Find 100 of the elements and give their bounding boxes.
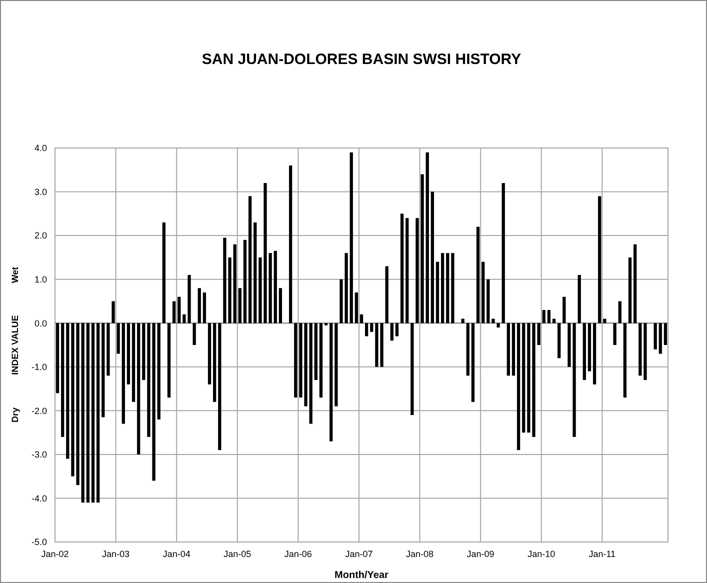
x-tick-label: Jan-07 bbox=[345, 549, 373, 559]
x-axis-title: Month/Year bbox=[334, 570, 389, 581]
bar bbox=[613, 323, 616, 345]
bar bbox=[634, 244, 637, 324]
bar bbox=[61, 323, 64, 437]
bar bbox=[350, 152, 353, 324]
bar bbox=[390, 323, 394, 341]
bar bbox=[446, 253, 450, 324]
bar bbox=[86, 323, 90, 503]
bar bbox=[516, 323, 520, 450]
y-tick-label: 2.0 bbox=[34, 230, 47, 241]
bar bbox=[623, 323, 627, 398]
bar bbox=[289, 166, 292, 324]
bar bbox=[466, 323, 470, 376]
bar bbox=[492, 318, 495, 324]
bar bbox=[370, 323, 374, 332]
bar bbox=[102, 323, 105, 418]
bar bbox=[512, 323, 516, 376]
bar bbox=[167, 323, 171, 398]
bar bbox=[213, 323, 216, 402]
bar bbox=[582, 323, 586, 380]
bar bbox=[314, 323, 318, 380]
x-tick-label: Jan-10 bbox=[528, 549, 556, 559]
bar bbox=[278, 288, 282, 324]
bar bbox=[603, 318, 606, 324]
bar bbox=[157, 323, 160, 420]
x-tick-label: Jan-11 bbox=[588, 549, 616, 559]
x-tick-label: Jan-02 bbox=[41, 549, 69, 559]
bar bbox=[248, 196, 252, 324]
bar bbox=[274, 250, 277, 324]
bar bbox=[218, 323, 222, 450]
bar bbox=[395, 323, 399, 336]
bar bbox=[461, 318, 464, 324]
bar bbox=[91, 323, 95, 503]
bar bbox=[198, 288, 201, 324]
bar bbox=[658, 323, 662, 354]
y-tick-label: 0.0 bbox=[34, 318, 47, 328]
bar bbox=[385, 266, 388, 324]
bar bbox=[192, 323, 196, 345]
bar bbox=[243, 240, 247, 324]
bar bbox=[578, 274, 581, 324]
bar bbox=[122, 323, 125, 424]
bar bbox=[116, 323, 120, 354]
bar bbox=[330, 323, 333, 442]
bar bbox=[406, 218, 409, 324]
bar bbox=[56, 323, 60, 394]
y-tick-label: 4.0 bbox=[34, 143, 47, 154]
text: Dry bbox=[10, 407, 20, 423]
x-tick-label: Jan-05 bbox=[224, 549, 252, 559]
bar bbox=[309, 323, 312, 424]
bar bbox=[238, 288, 242, 324]
bar bbox=[542, 310, 546, 324]
bar bbox=[522, 323, 526, 433]
bar bbox=[440, 253, 444, 324]
bar bbox=[410, 323, 414, 416]
bar bbox=[360, 314, 364, 324]
bar bbox=[664, 323, 668, 345]
bar bbox=[319, 323, 323, 398]
y-tick-label: -5.0 bbox=[31, 537, 47, 548]
y-tick-label: -4.0 bbox=[31, 493, 47, 504]
bar bbox=[476, 226, 480, 324]
y-tick-label: 3.0 bbox=[34, 186, 47, 197]
bar bbox=[400, 214, 404, 324]
bar bbox=[471, 323, 475, 402]
bar bbox=[628, 257, 632, 324]
bar bbox=[547, 310, 551, 324]
bar bbox=[106, 323, 110, 376]
y-axis-title: INDEX VALUE bbox=[10, 315, 20, 375]
bar bbox=[644, 323, 647, 380]
bar bbox=[172, 301, 176, 324]
bar bbox=[81, 323, 84, 503]
bar bbox=[142, 323, 146, 380]
bar bbox=[638, 323, 642, 376]
bar bbox=[486, 279, 490, 324]
bar bbox=[482, 262, 485, 324]
text: Wet bbox=[10, 266, 20, 284]
bar bbox=[598, 196, 602, 324]
chart-title: SAN JUAN-DOLORES BASIN SWSI HISTORY bbox=[202, 51, 522, 68]
bar bbox=[126, 323, 130, 384]
bar bbox=[96, 323, 100, 503]
bar bbox=[506, 323, 510, 376]
bar bbox=[66, 323, 70, 459]
y-tick-label: -3.0 bbox=[31, 450, 47, 460]
bar bbox=[334, 323, 338, 406]
bar bbox=[354, 292, 358, 324]
x-tick-label: Jan-08 bbox=[406, 549, 434, 559]
bar bbox=[592, 323, 596, 384]
bar bbox=[258, 257, 262, 324]
bar bbox=[426, 152, 429, 324]
bar bbox=[364, 323, 368, 336]
bar bbox=[162, 222, 166, 324]
x-tick-label: Jan-04 bbox=[162, 549, 190, 559]
y-tick-label: -1.0 bbox=[31, 362, 47, 372]
bar bbox=[294, 323, 298, 398]
bar bbox=[233, 244, 236, 324]
bar bbox=[254, 222, 257, 324]
bar bbox=[208, 323, 212, 384]
bar bbox=[178, 296, 181, 324]
x-tick-label: Jan-09 bbox=[466, 549, 494, 559]
bar bbox=[618, 301, 622, 324]
